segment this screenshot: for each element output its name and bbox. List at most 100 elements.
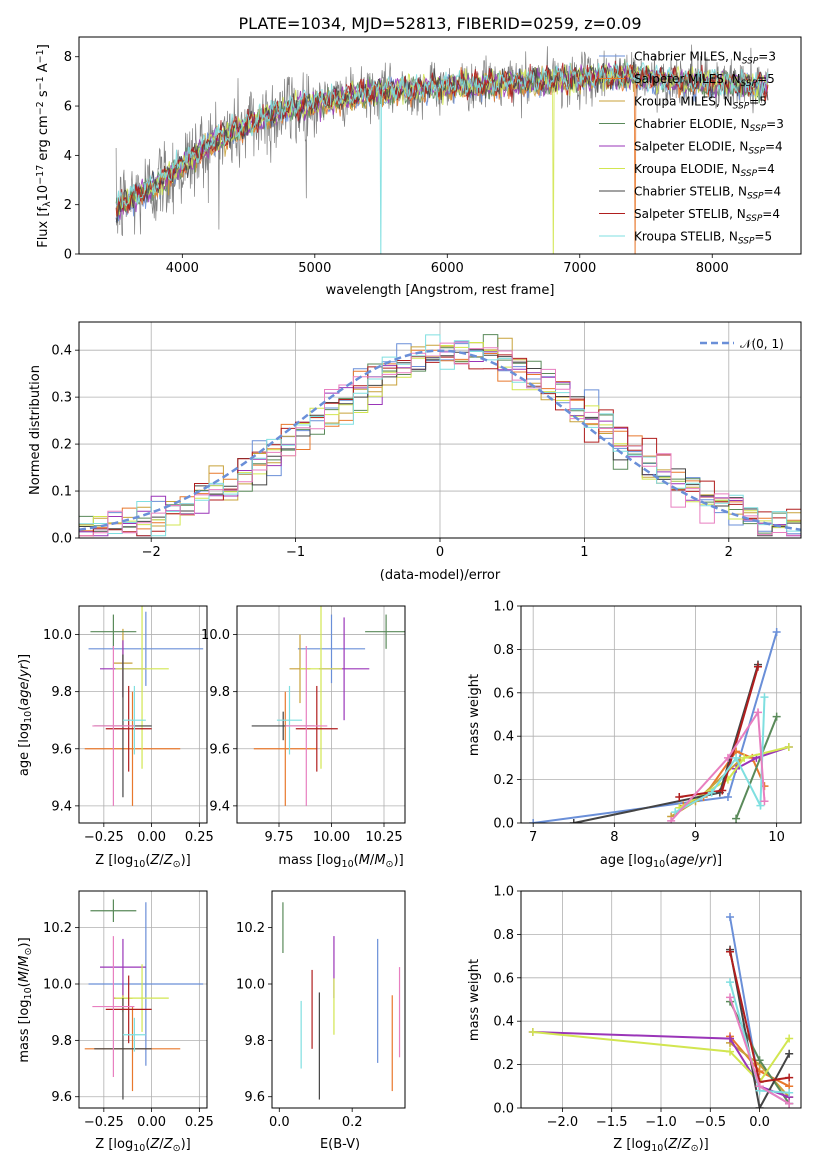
label-part: Z [log <box>95 853 133 868</box>
weight-line-pink <box>670 709 766 822</box>
weight-marker-kroupa-stelib <box>707 788 716 797</box>
label-part: =5 <box>757 72 775 86</box>
weight-line-chabrier-stelib <box>573 664 759 823</box>
x-tick-label: 0.0 <box>269 1115 290 1130</box>
weight-marker-kroupa-stelib <box>756 801 765 810</box>
y-tick-label: 2 <box>64 198 72 213</box>
mass-vs-Z-xlabel: Z [log10(Z/Z⊙)] <box>95 1137 190 1154</box>
spectrum-plot-area <box>115 44 769 254</box>
mass-vs-Z-frame <box>78 890 208 1109</box>
x-tick-label: 6000 <box>431 261 464 276</box>
weight-marker-salpeter-stelib <box>718 786 727 795</box>
label-part: SSP <box>750 124 767 134</box>
residuals-frame <box>78 321 802 539</box>
x-tick-label: 0.25 <box>185 1115 214 1130</box>
label-part: =4 <box>757 162 775 176</box>
y-tick-label: 9.6 <box>244 1090 265 1105</box>
label-part: )] <box>181 1137 191 1152</box>
label-part: =5 <box>754 230 772 244</box>
massweight-vs-age-ylabel: mass weight <box>467 674 482 756</box>
label-part: Chabrier ELODIE, N <box>634 117 750 131</box>
weight-marker-pink <box>785 1099 794 1108</box>
weight-marker-chabrier-elodie <box>732 814 741 823</box>
label-part: Kroupa MILES, N <box>634 95 733 109</box>
mass-vs-Z-plot-area <box>84 899 204 1100</box>
y-tick-label: 9.6 <box>51 742 72 757</box>
massweight-vs-Z-plot-area <box>528 913 794 1108</box>
label-part: −1 <box>35 76 46 90</box>
label-part: s <box>36 90 51 101</box>
x-tick-label: 10 <box>768 830 785 845</box>
weight-line-chabrier-elodie <box>735 716 778 820</box>
label-part: Salpeter ELODIE, N <box>634 140 748 154</box>
mass-vs-EBV-axes: 0.0 0.2 9.6 9.8 10.0 10.2 E(B-V) <box>236 890 406 1152</box>
label-part: Salpeter MILES, N <box>634 72 741 86</box>
y-tick-label: 10.0 <box>43 978 72 993</box>
label-part: SSP <box>733 101 750 111</box>
mass-vs-Z-axes: −0.25 0.00 0.259.69.810.010.2Z [log10(Z/Z⊙… <box>17 890 214 1154</box>
label-part: Z [log <box>95 1137 133 1152</box>
y-tick-label: 0.2 <box>51 438 72 453</box>
y-tick-label: 10.0 <box>201 628 230 643</box>
spectrum-xlabel: wavelength [Angstrom, rest frame] <box>326 283 555 298</box>
y-tick-label: 0.4 <box>493 1015 514 1030</box>
label-part: / <box>17 676 32 681</box>
x-tick-label: 0.00 <box>137 1115 166 1130</box>
label-part: ( <box>17 706 32 711</box>
label-part: / <box>695 853 700 868</box>
label-part: =4 <box>762 207 780 221</box>
x-tick-label: 0.2 <box>342 1115 363 1130</box>
weight-marker-chabrier-stelib <box>785 1049 794 1058</box>
y-tick-label: 0.0 <box>493 1102 514 1117</box>
y-tick-label: 0.3 <box>51 391 72 406</box>
label-part: 10 <box>36 185 51 202</box>
x-tick-label: −1.0 <box>645 1115 677 1130</box>
label-part: ⊙ <box>386 859 394 870</box>
label-part: Z <box>149 1137 160 1152</box>
x-tick-label: 0.25 <box>185 830 214 845</box>
label-part: )] <box>712 853 722 868</box>
y-tick-label: 0.6 <box>493 971 514 986</box>
x-tick-label: 7000 <box>563 261 596 276</box>
y-tick-label: 9.6 <box>209 742 230 757</box>
massweight-vs-age-xlabel: age [log10(age/yr)] <box>600 853 722 870</box>
histogram-kroupa-stelib <box>79 334 801 537</box>
label-part: M <box>17 971 32 982</box>
age-vs-mass-xlabel: mass [log10(M/M⊙)] <box>278 853 403 870</box>
weight-marker-salpeter-elodie <box>726 1034 735 1043</box>
label-part: SSP <box>738 236 755 246</box>
label-part: age <box>670 853 694 868</box>
weight-marker-salpeter-stelib <box>726 947 735 956</box>
weight-marker-kroupa-elodie <box>784 743 793 752</box>
label-part: / <box>677 1137 682 1152</box>
label-part: / <box>17 966 32 971</box>
label-part: Salpeter STELIB, N <box>634 207 746 221</box>
label-part: Z <box>149 853 160 868</box>
y-tick-label: 9.4 <box>209 799 230 814</box>
x-tick-label: −0.25 <box>84 830 124 845</box>
y-tick-label: 0.2 <box>493 1058 514 1073</box>
y-tick-label: 0.1 <box>51 485 72 500</box>
weight-marker-salpeter-stelib <box>675 792 684 801</box>
age-vs-mass-plot-area <box>251 606 405 806</box>
y-tick-label: 0.2 <box>493 773 514 788</box>
label-part: Kroupa ELODIE, N <box>634 162 741 176</box>
weight-marker-kroupa-elodie <box>726 1047 735 1056</box>
label-part: ( <box>17 982 32 987</box>
label-part: −2 <box>35 101 46 115</box>
label-part: yr <box>698 853 714 868</box>
label-part: SSP <box>748 146 765 156</box>
mass-vs-Z-ylabel: mass [log10(M/M⊙)] <box>17 937 34 1062</box>
label-part: 10 <box>133 859 145 870</box>
y-tick-label: 10.2 <box>236 921 265 936</box>
x-tick-label: 0 <box>436 545 444 560</box>
weight-marker-salpeter-stelib <box>753 662 762 671</box>
label-part: 10 <box>653 859 665 870</box>
y-tick-label: 9.8 <box>244 1034 265 1049</box>
label-part: ( <box>145 853 150 868</box>
label-part: ⊙ <box>173 859 181 870</box>
spectrum-axes: 4000 5000 6000 7000 8000 0 2 4 6 8 wavelength [Ang… <box>35 36 802 298</box>
x-tick-label: 10.25 <box>365 830 402 845</box>
weight-marker-kroupa-stelib <box>785 1088 794 1097</box>
